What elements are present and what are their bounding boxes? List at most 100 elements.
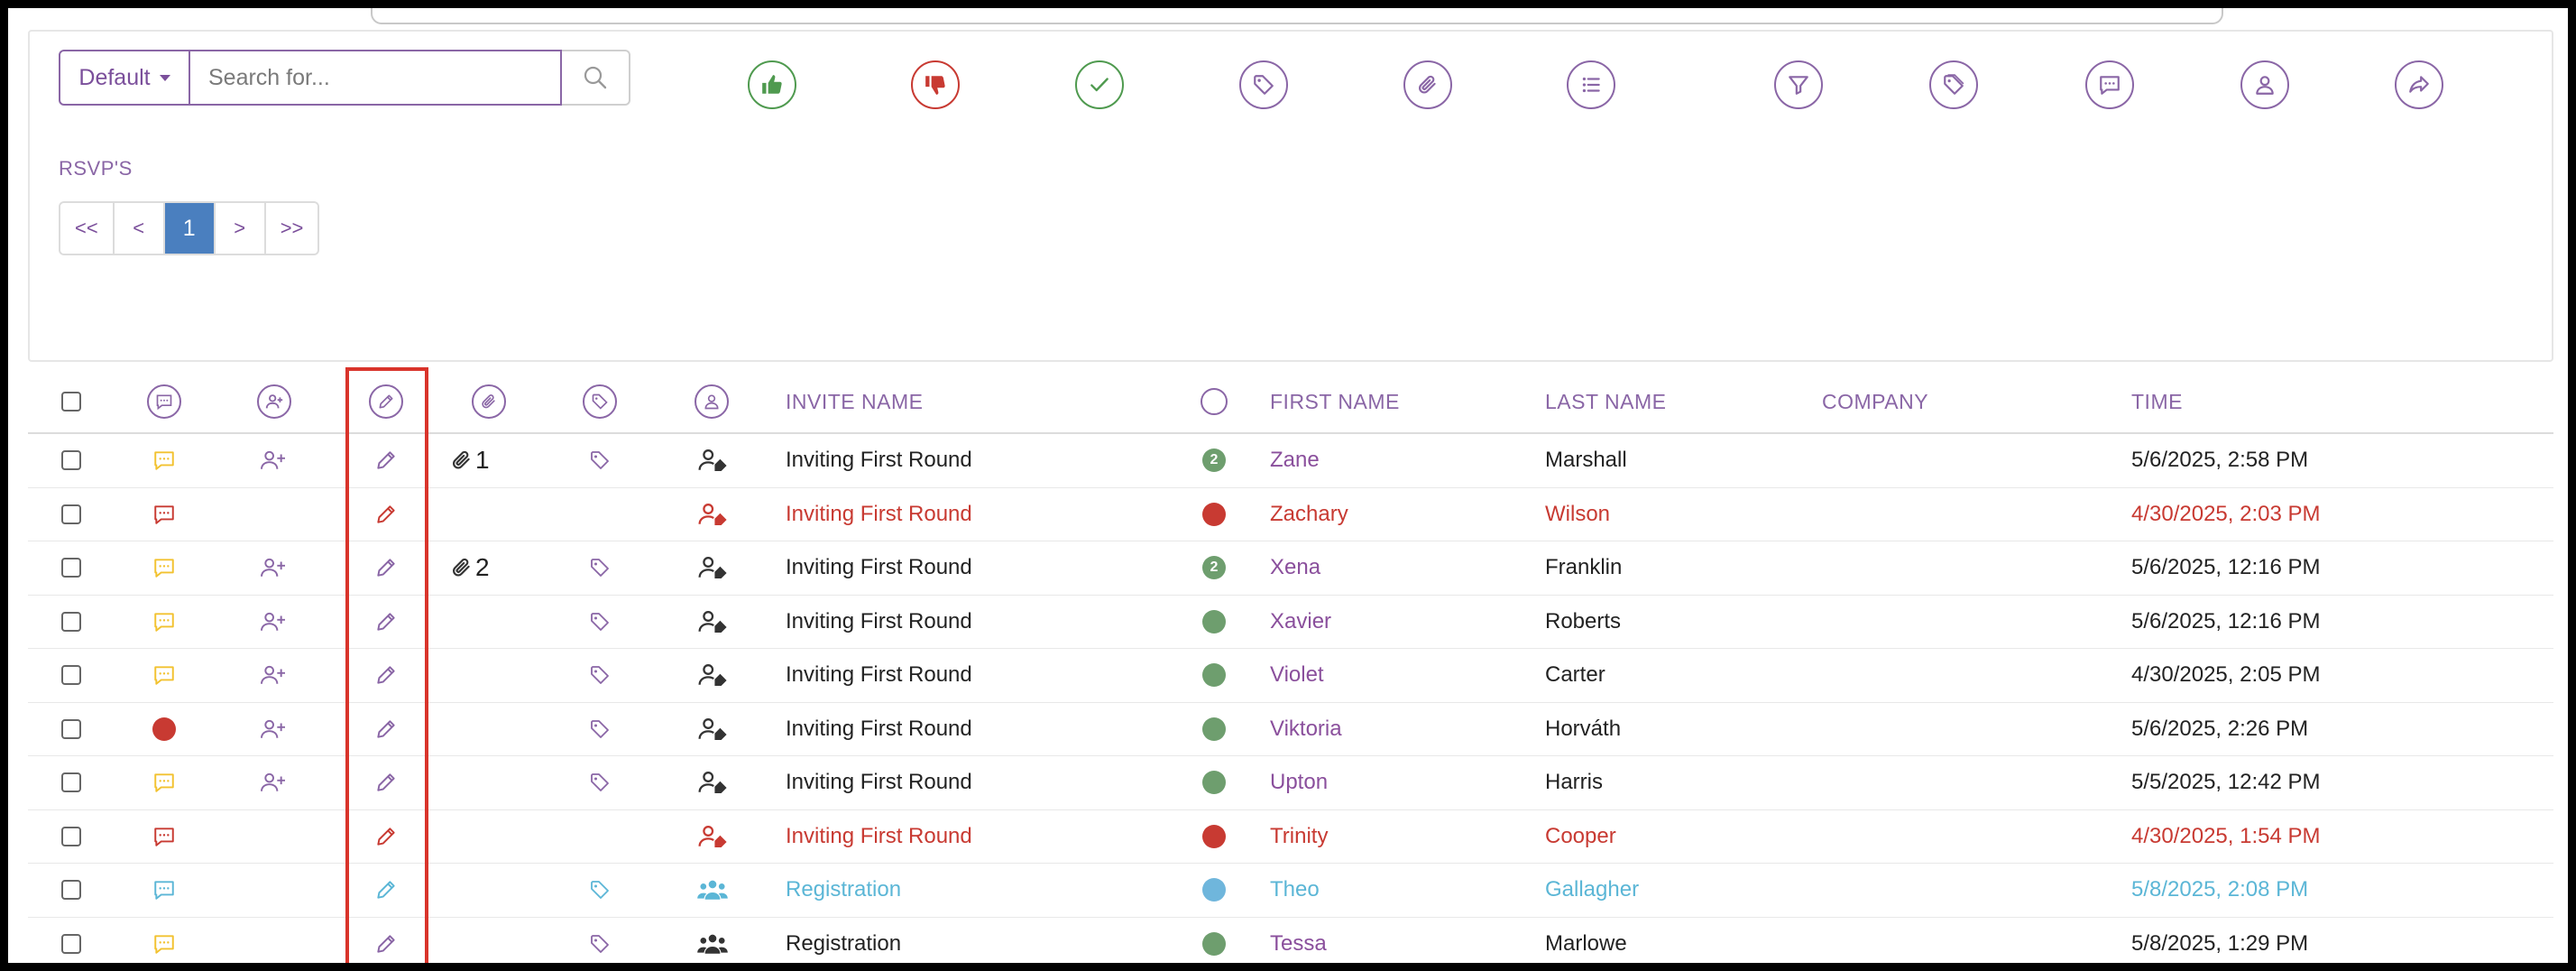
comment-icon[interactable]	[152, 556, 176, 579]
thumbs-up-icon[interactable]	[748, 60, 796, 109]
search-input[interactable]	[190, 50, 562, 106]
invite-name[interactable]: Inviting First Round	[786, 823, 972, 848]
status-dot[interactable]	[1202, 717, 1226, 741]
search-button[interactable]	[562, 50, 630, 106]
edit-icon[interactable]	[369, 384, 403, 419]
table-row[interactable]: Inviting First Round Upton Harris 5/5/2025,…	[28, 756, 2553, 810]
first-name[interactable]: Zachary	[1270, 501, 1348, 526]
paperclip-icon[interactable]	[472, 384, 506, 419]
header-invite-name[interactable]: INVITE NAME	[786, 389, 924, 413]
table-row[interactable]: Inviting First Round Violet Carter 4/30/202…	[28, 649, 2553, 703]
add-user-icon[interactable]	[259, 449, 288, 472]
header-last-name[interactable]: LAST NAME	[1545, 389, 1667, 413]
comment-icon[interactable]	[152, 503, 176, 526]
table-row[interactable]: Inviting First Round Viktoria Horváth 5/6/2…	[28, 703, 2553, 756]
invite-name[interactable]: Inviting First Round	[786, 555, 972, 580]
comment-icon[interactable]	[152, 878, 176, 902]
thumbs-down-icon[interactable]	[911, 60, 960, 109]
first-name[interactable]: Violet	[1270, 662, 1324, 688]
user-tag-icon[interactable]	[696, 769, 729, 796]
comment-icon[interactable]	[152, 825, 176, 848]
status-dot[interactable]	[1202, 771, 1226, 795]
row-checkbox[interactable]	[61, 880, 81, 901]
first-name[interactable]: Tessa	[1270, 930, 1327, 956]
next-page-button[interactable]: >	[215, 203, 266, 254]
status-dot[interactable]	[1202, 609, 1226, 633]
first-name[interactable]: Xavier	[1270, 608, 1332, 633]
attachment-count[interactable]: 2	[450, 553, 490, 582]
invite-name[interactable]: Inviting First Round	[786, 770, 972, 795]
user-tag-icon[interactable]	[696, 447, 729, 474]
attachment-count[interactable]: 1	[450, 446, 490, 475]
comment-icon[interactable]	[152, 771, 176, 794]
filter-dropdown-button[interactable]: Default	[59, 50, 190, 106]
row-checkbox[interactable]	[61, 772, 81, 793]
edit-icon[interactable]	[374, 932, 398, 956]
first-page-button[interactable]: <<	[60, 203, 115, 254]
header-company[interactable]: COMPANY	[1822, 389, 1929, 413]
tag-icon[interactable]	[589, 933, 611, 955]
first-name[interactable]: Zane	[1270, 448, 1320, 473]
row-checkbox[interactable]	[61, 933, 81, 954]
table-row[interactable]: Registration Tessa Marlowe 5/8/2025, 1:29 P…	[28, 918, 2553, 964]
add-user-icon[interactable]	[259, 717, 288, 741]
prev-page-button[interactable]: <	[114, 203, 165, 254]
users-icon[interactable]	[696, 876, 729, 903]
comment-icon[interactable]	[152, 932, 176, 956]
user-tag-icon[interactable]	[696, 716, 729, 743]
table-row[interactable]: 2 Inviting First Round 2 Xena Franklin 5/6/20…	[28, 541, 2553, 596]
comment-dot-icon[interactable]	[152, 717, 176, 741]
row-checkbox[interactable]	[61, 504, 81, 524]
users-icon[interactable]	[696, 930, 729, 957]
edit-icon[interactable]	[374, 556, 398, 579]
status-dot[interactable]	[1202, 824, 1226, 848]
add-user-icon[interactable]	[259, 771, 288, 794]
user-icon[interactable]	[695, 384, 729, 419]
add-user-icon[interactable]	[259, 610, 288, 633]
edit-icon[interactable]	[374, 449, 398, 472]
table-row[interactable]: Inviting First Round Trinity Cooper 4/30/20…	[28, 810, 2553, 864]
comment-icon[interactable]	[152, 663, 176, 687]
tag-icon[interactable]	[589, 557, 611, 578]
add-user-icon[interactable]	[259, 556, 288, 579]
check-icon[interactable]	[1075, 60, 1124, 109]
first-name[interactable]: Viktoria	[1270, 716, 1342, 741]
status-circle-icon[interactable]	[1201, 388, 1228, 415]
filter-icon[interactable]	[1774, 60, 1823, 109]
row-checkbox[interactable]	[61, 450, 81, 471]
row-checkbox[interactable]	[61, 558, 81, 578]
invite-name[interactable]: Inviting First Round	[786, 716, 972, 741]
comment-icon[interactable]	[147, 384, 181, 419]
edit-icon[interactable]	[374, 825, 398, 848]
tag-icon[interactable]	[589, 611, 611, 633]
row-checkbox[interactable]	[61, 826, 81, 846]
invite-name[interactable]: Inviting First Round	[786, 608, 972, 633]
comment-icon[interactable]	[152, 449, 176, 472]
add-user-icon[interactable]	[257, 384, 291, 419]
tags-icon[interactable]	[1929, 60, 1978, 109]
status-dot[interactable]	[1202, 502, 1226, 526]
first-name[interactable]: Upton	[1270, 770, 1329, 795]
tag-icon[interactable]	[589, 664, 611, 686]
invite-name[interactable]: Inviting First Round	[786, 662, 972, 688]
comment-icon[interactable]	[152, 610, 176, 633]
table-row[interactable]: Registration Theo Gallagher 5/8/2025, 2:08 …	[28, 864, 2553, 918]
edit-icon[interactable]	[374, 771, 398, 794]
tag-icon[interactable]	[589, 879, 611, 901]
user-tag-icon[interactable]	[696, 823, 729, 850]
status-dot[interactable]	[1202, 931, 1226, 956]
edit-icon[interactable]	[374, 663, 398, 687]
user-icon[interactable]	[2240, 60, 2289, 109]
row-checkbox[interactable]	[61, 611, 81, 632]
row-checkbox[interactable]	[61, 665, 81, 686]
paperclip-icon[interactable]	[1403, 60, 1452, 109]
tag-icon[interactable]	[589, 449, 611, 471]
tag-icon[interactable]	[589, 718, 611, 740]
table-row[interactable]: 1 Inviting First Round 2 Zane Marshall 5/6/20…	[28, 434, 2553, 488]
list-icon[interactable]	[1567, 60, 1615, 109]
user-tag-icon[interactable]	[696, 661, 729, 689]
edit-icon[interactable]	[374, 610, 398, 633]
edit-icon[interactable]	[374, 503, 398, 526]
status-dot[interactable]: 2	[1202, 449, 1226, 473]
tag-icon[interactable]	[589, 772, 611, 793]
